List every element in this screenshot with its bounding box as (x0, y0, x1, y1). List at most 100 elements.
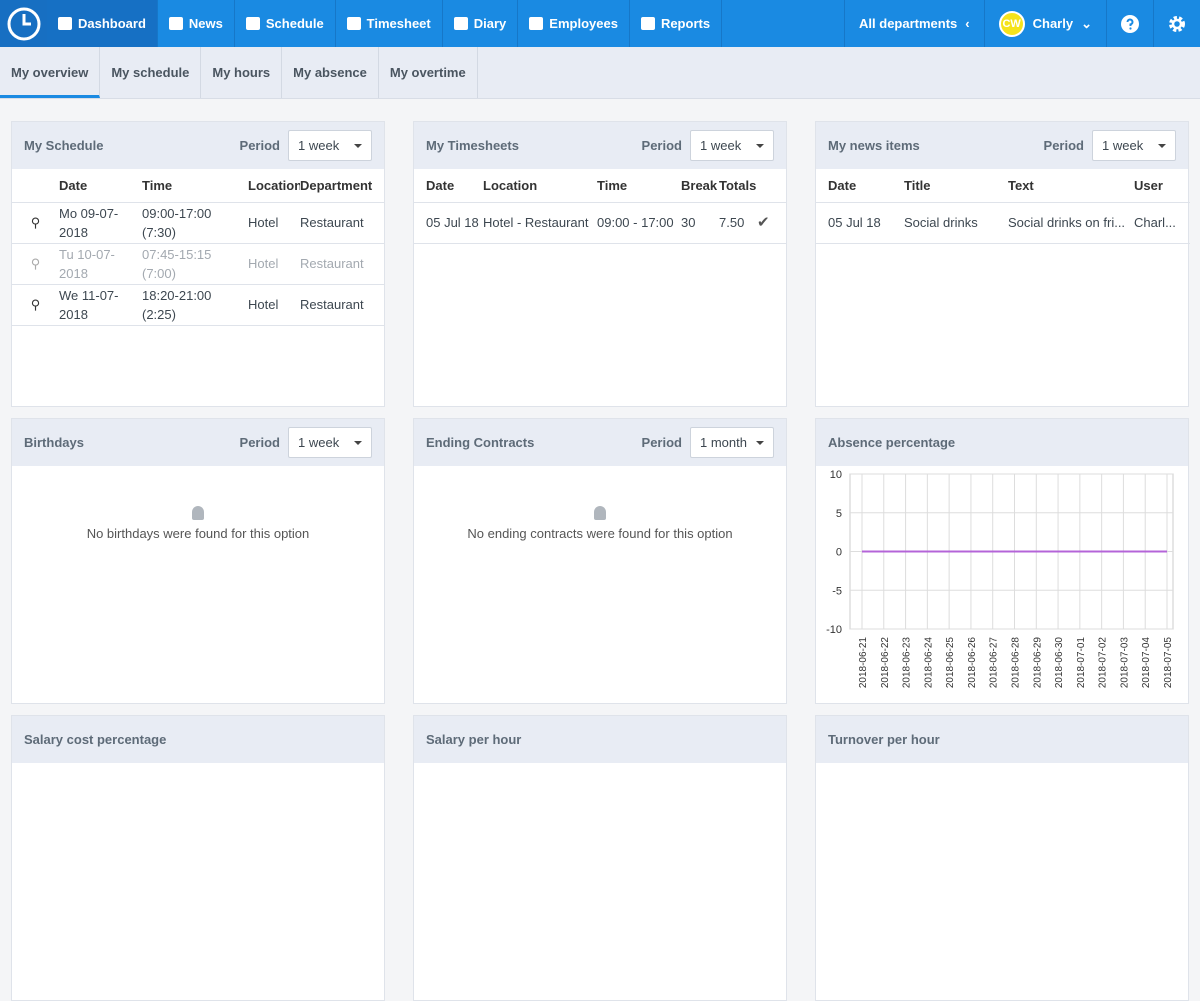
x-tick-label: 2018-07-02 (1098, 637, 1109, 689)
icon-cell: ⚲ (12, 243, 59, 285)
table-cell: Restaurant (300, 202, 385, 244)
nav-item[interactable]: News (158, 0, 235, 47)
nav-item[interactable]: Timesheet (336, 0, 443, 47)
panel-header: Birthdays Period 1 week (12, 419, 384, 466)
tab[interactable]: My absence (282, 47, 379, 98)
help[interactable] (1106, 0, 1153, 47)
search-icon[interactable]: ⚲ (30, 256, 41, 271)
nav-icon (245, 17, 260, 30)
chevron: ⌄ (1081, 15, 1092, 31)
y-tick-label: 5 (836, 508, 842, 520)
table-cell: Hotel - Restaurant (483, 202, 597, 244)
sub-tabs: My overview My schedule My hours My absence… (0, 47, 1200, 99)
x-tick-label: 2018-06-23 (902, 637, 913, 689)
header-cell: Totals (719, 169, 757, 203)
nav-item[interactable]: Schedule (235, 0, 336, 47)
panel: My news items Period 1 week Date Title Text Us… (815, 121, 1190, 407)
panel-header: Salary per hour (414, 716, 786, 763)
tab[interactable]: My hours (201, 47, 283, 98)
table-cell: 05 Jul 18 (816, 202, 904, 244)
period-select[interactable]: 1 week (690, 130, 774, 161)
table-cell: Social drinks on fri... (1008, 202, 1134, 244)
nav-label: Diary (473, 16, 507, 31)
y-tick-label: -5 (832, 585, 842, 597)
tab[interactable]: My schedule (100, 47, 202, 98)
settings[interactable] (1153, 0, 1200, 47)
nav-icon (529, 17, 544, 30)
check-cell: ✔ (757, 202, 786, 244)
panel: Absence percentage 10 5 0 -5 -10 2018-06-21 201… (815, 418, 1189, 704)
nav-icon (640, 17, 655, 30)
panel: Ending Contracts Period 1 month No ending c… (413, 418, 787, 704)
tab[interactable]: My overview (0, 47, 101, 98)
panel-header: Turnover per hour (816, 716, 1188, 763)
panel-title: Absence percentage (828, 435, 956, 450)
panel: Salary per hour (413, 715, 787, 1001)
x-tick-label: 2018-07-04 (1141, 637, 1152, 689)
period-select[interactable]: 1 week (1092, 130, 1176, 161)
data-table: Date Location Time Break Totals 05 Jul 18 Hote… (414, 169, 786, 244)
nav-item[interactable]: Employees (518, 0, 630, 47)
table-cell: Hotel (248, 284, 300, 326)
period-select[interactable]: 1 week (288, 130, 372, 161)
panel: Birthdays Period 1 week No birthdays were f… (11, 418, 385, 704)
header-cell: Location (248, 169, 300, 203)
table-cell: 30 (681, 202, 719, 244)
header-cell: Break (681, 169, 719, 203)
nav-label: Timesheet (366, 16, 431, 31)
x-tick-label: 2018-06-24 (923, 637, 934, 689)
help-icon (1121, 14, 1139, 33)
tab[interactable]: My overtime (379, 47, 478, 98)
nav-item[interactable]: Dashboard (47, 0, 158, 47)
y-tick-label: 0 (836, 547, 842, 559)
header-cell (757, 169, 786, 203)
header-cell: Text (1008, 169, 1134, 203)
empty-icon (594, 506, 606, 520)
page: Dashboard News Schedule Timesheet Diary Emplo… (0, 0, 1200, 744)
table-cell: Tu 10-07-2018 (59, 243, 142, 285)
departments-label: All departments (859, 16, 958, 31)
nav-icon (58, 17, 72, 30)
user-menu[interactable]: CW Charly ⌄ (983, 0, 1106, 47)
x-tick-label: 2018-07-03 (1119, 637, 1130, 689)
header-row: Date Time Location Department (12, 169, 385, 203)
table-cell: We 11-07-2018 (59, 284, 142, 326)
period-select[interactable]: 1 week (288, 427, 372, 458)
header-cell: Date (414, 169, 483, 203)
nav-item[interactable]: Diary (443, 0, 519, 47)
panel: My Schedule Period 1 week Date Time Location D… (11, 121, 385, 407)
nav-label: Dashboard (78, 16, 146, 31)
table-row: 05 Jul 18 Hotel - Restaurant 09:00 - 17:00… (414, 202, 786, 244)
search-icon[interactable]: ⚲ (30, 297, 41, 312)
empty-icon (192, 506, 204, 520)
nav-items: Dashboard News Schedule Timesheet Diary Emplo… (47, 0, 723, 47)
table-row: 05 Jul 18 Social drinks Social drinks on f… (816, 202, 1190, 244)
y-tick-label: 10 (830, 469, 842, 481)
panel-header: Absence percentage (816, 419, 1188, 466)
departments[interactable]: All departments ‹ (844, 0, 984, 47)
search-icon[interactable]: ⚲ (30, 215, 41, 230)
header-row: Date Title Text User (816, 169, 1190, 203)
nav-label: Schedule (265, 16, 324, 31)
icon-cell: ⚲ (12, 202, 59, 244)
panel-title: Turnover per hour (828, 732, 940, 747)
header-cell: Date (59, 169, 142, 203)
panel-header: Salary cost percentage (12, 716, 384, 763)
panel-title: Birthdays (24, 435, 84, 450)
period-select[interactable]: 1 month (690, 427, 774, 458)
period-label: Period (1043, 138, 1084, 153)
data-table: Date Title Text User 05 Jul 18 Social drinks S… (816, 169, 1190, 244)
table-cell: Restaurant (300, 284, 385, 326)
table-row: ⚲ Mo 09-07-2018 09:00-17:00 (7:30) Hotel Res… (12, 202, 385, 244)
x-tick-label: 2018-06-29 (1032, 637, 1043, 689)
header-cell: User (1134, 169, 1190, 203)
absence-chart: 10 5 0 -5 -10 2018-06-21 2018-06-22 2018-06-23 2… (826, 469, 1174, 689)
panel-title: My news items (828, 138, 920, 153)
table-cell: Restaurant (300, 243, 385, 285)
table-cell: Mo 09-07-2018 (59, 202, 142, 244)
logo[interactable] (0, 0, 47, 47)
nav-icon (346, 17, 361, 30)
panel: My Timesheets Period 1 week Date Location Tim… (413, 121, 787, 407)
nav-item[interactable]: Reports (630, 0, 723, 47)
panel-header: My Timesheets Period 1 week (414, 122, 786, 169)
